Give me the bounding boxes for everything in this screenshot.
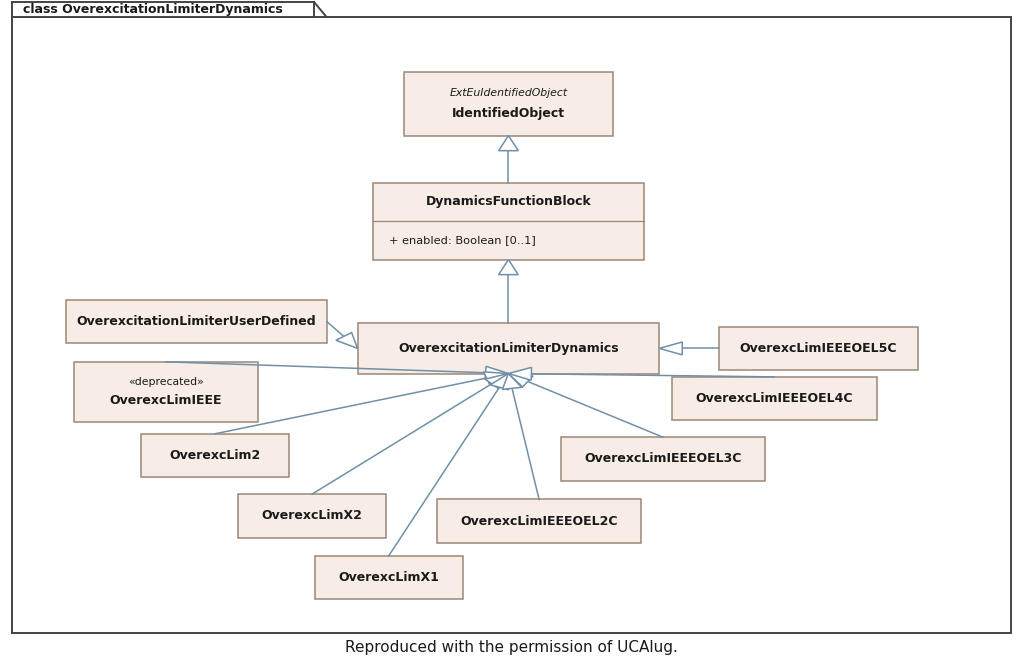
FancyBboxPatch shape — [65, 300, 327, 343]
Text: OverexcLimX2: OverexcLimX2 — [262, 509, 362, 523]
FancyBboxPatch shape — [403, 72, 614, 135]
Text: DynamicsFunctionBlock: DynamicsFunctionBlock — [426, 196, 591, 208]
Polygon shape — [508, 367, 532, 381]
FancyBboxPatch shape — [237, 494, 386, 537]
Polygon shape — [508, 373, 533, 387]
FancyBboxPatch shape — [718, 327, 919, 370]
FancyBboxPatch shape — [437, 500, 641, 543]
Text: class OverexcitationLimiterDynamics: class OverexcitationLimiterDynamics — [23, 3, 282, 16]
FancyBboxPatch shape — [74, 362, 258, 422]
FancyBboxPatch shape — [315, 556, 462, 599]
Polygon shape — [502, 373, 522, 389]
Text: OverexcLimIEEEOEL3C: OverexcLimIEEEOEL3C — [584, 452, 742, 466]
Text: OverexcLimIEEEOEL5C: OverexcLimIEEEOEL5C — [740, 342, 897, 355]
FancyBboxPatch shape — [358, 324, 660, 373]
Text: OverexcLimIEEE: OverexcLimIEEE — [109, 395, 222, 407]
Polygon shape — [498, 259, 519, 275]
FancyBboxPatch shape — [141, 434, 288, 477]
Text: Reproduced with the permission of UCAlug.: Reproduced with the permission of UCAlug… — [345, 641, 678, 655]
Polygon shape — [659, 342, 682, 355]
Text: + enabled: Boolean [0..1]: + enabled: Boolean [0..1] — [389, 235, 536, 245]
Polygon shape — [485, 366, 508, 379]
Polygon shape — [336, 332, 358, 348]
FancyBboxPatch shape — [372, 182, 644, 259]
Polygon shape — [485, 373, 508, 389]
Polygon shape — [498, 135, 519, 151]
Polygon shape — [490, 373, 508, 390]
FancyBboxPatch shape — [12, 2, 314, 17]
Text: OverexcLimIEEEOEL4C: OverexcLimIEEEOEL4C — [696, 392, 853, 405]
Text: OverexcitationLimiterUserDefined: OverexcitationLimiterUserDefined — [77, 315, 316, 328]
Text: OverexcLim2: OverexcLim2 — [169, 449, 261, 462]
FancyBboxPatch shape — [672, 377, 877, 421]
Text: OverexcitationLimiterDynamics: OverexcitationLimiterDynamics — [398, 342, 619, 355]
Polygon shape — [484, 372, 508, 384]
Text: OverexcLimX1: OverexcLimX1 — [339, 571, 439, 584]
Text: «deprecated»: «deprecated» — [128, 377, 204, 387]
FancyBboxPatch shape — [561, 438, 765, 481]
Text: OverexcLimIEEEOEL2C: OverexcLimIEEEOEL2C — [460, 515, 618, 528]
Text: IdentifiedObject: IdentifiedObject — [452, 107, 565, 120]
Text: ExtEuIdentifiedObject: ExtEuIdentifiedObject — [449, 88, 568, 98]
